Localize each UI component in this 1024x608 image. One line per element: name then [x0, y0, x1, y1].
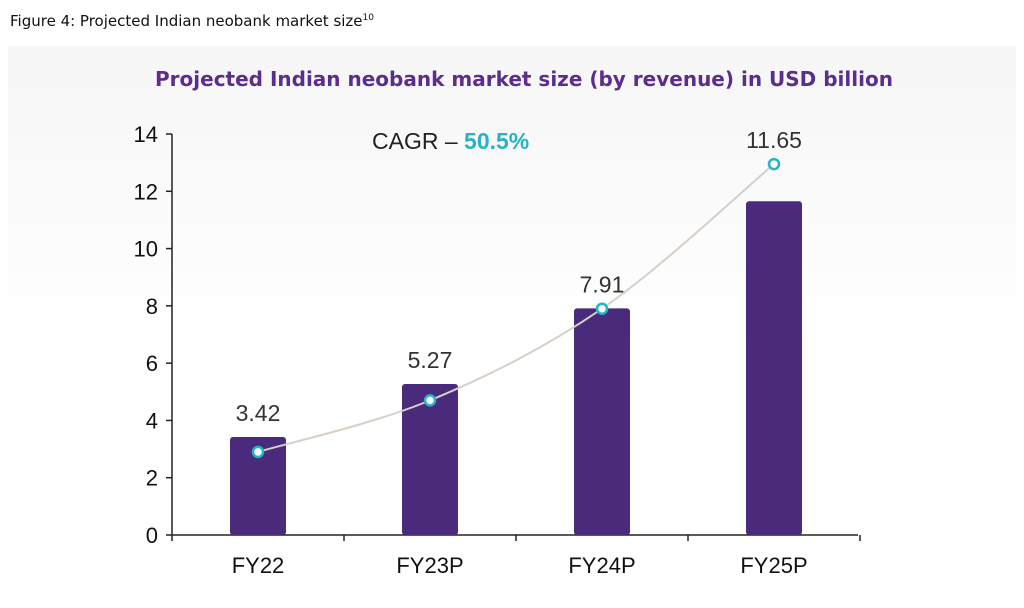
trend-marker: [767, 157, 781, 171]
data-labels: 3.42 5.27 7.91 11.65: [236, 127, 802, 426]
x-tick-label: FY25P: [740, 553, 807, 578]
y-tick-label: 4: [146, 408, 158, 433]
trend-marker: [423, 394, 437, 407]
y-tick-label: 8: [146, 294, 158, 319]
y-tick-label: 2: [146, 466, 158, 491]
chart-title: Projected Indian neobank market size (by…: [155, 67, 893, 91]
data-label: 7.91: [580, 271, 625, 297]
trend-line-group: [251, 157, 781, 459]
data-label: 3.42: [236, 400, 281, 426]
cagr-prefix: CAGR –: [372, 128, 464, 154]
bar: [746, 201, 802, 535]
y-tick-label: 6: [146, 351, 158, 376]
data-label: 11.65: [746, 127, 802, 153]
data-label: 5.27: [408, 347, 453, 373]
bar: [230, 437, 286, 535]
cagr-annotation: CAGR – 50.5%: [372, 128, 529, 154]
y-tick-label: 14: [134, 122, 158, 147]
x-axis: FY22 FY23P FY24P FY25P: [171, 534, 861, 578]
bar: [574, 308, 630, 535]
x-tick-label: FY24P: [568, 553, 635, 578]
figure-caption: Figure 4: Projected Indian neobank marke…: [10, 12, 374, 30]
bar: [402, 384, 458, 535]
x-tick-label: FY22: [232, 553, 285, 578]
cagr-value: 50.5%: [464, 128, 529, 154]
chart-panel: [8, 46, 1016, 598]
bars: [230, 201, 802, 535]
trend-marker: [595, 302, 609, 315]
x-tick-label: FY23P: [396, 553, 463, 578]
footnote-ref: 10: [362, 13, 374, 23]
y-tick-label: 10: [134, 237, 158, 262]
y-tick-label: 0: [146, 523, 158, 548]
figure-caption-text: Figure 4: Projected Indian neobank marke…: [10, 12, 363, 30]
y-tick-label: 12: [134, 179, 158, 204]
y-axis: 0 2 4 6 8 10 12 14: [134, 122, 173, 548]
trend-line: [257, 163, 775, 453]
trend-marker: [251, 445, 265, 459]
